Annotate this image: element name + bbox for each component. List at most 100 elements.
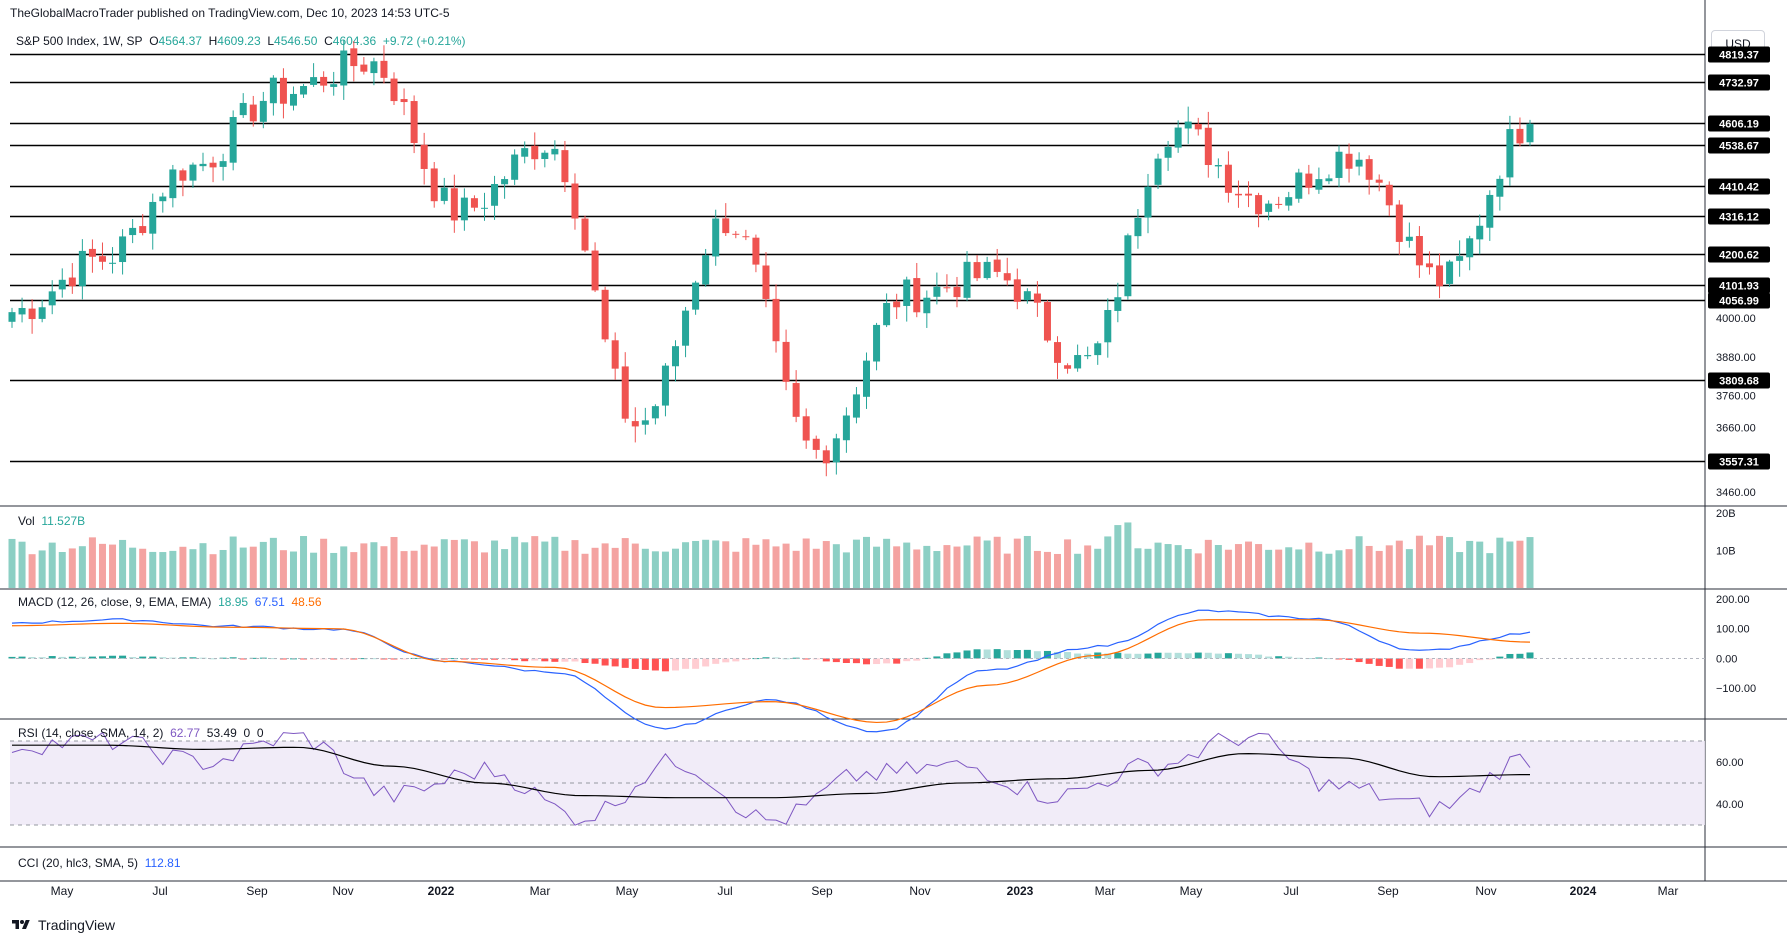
volume-bar bbox=[1043, 551, 1051, 588]
macd-hist-bar bbox=[1023, 649, 1031, 659]
volume-bar bbox=[1013, 538, 1021, 588]
candle-body bbox=[873, 324, 881, 362]
volume-bar bbox=[1516, 540, 1524, 588]
candle-body bbox=[420, 144, 428, 169]
volume-bar bbox=[78, 546, 86, 588]
candle-body bbox=[229, 117, 237, 163]
volume-bar bbox=[400, 551, 408, 588]
candle-body bbox=[440, 187, 448, 201]
macd-hist-bar bbox=[561, 658, 569, 662]
price-tick-label: 3660.00 bbox=[1716, 423, 1756, 435]
candle-body bbox=[1094, 343, 1102, 356]
candle-body bbox=[692, 282, 700, 310]
macd-hist-bar bbox=[671, 658, 679, 671]
macd-hist-bar bbox=[279, 658, 287, 660]
macd-hist-bar bbox=[1013, 650, 1021, 659]
high-label: H bbox=[208, 34, 218, 48]
macd-hist-bar bbox=[772, 657, 780, 659]
macd-hist-bar bbox=[229, 657, 237, 659]
volume-bar bbox=[883, 538, 891, 588]
candle-body bbox=[279, 77, 287, 104]
volume-bar bbox=[943, 545, 951, 588]
candle-body bbox=[1506, 129, 1514, 178]
volume-bar bbox=[631, 543, 639, 588]
volume-bar bbox=[682, 542, 690, 588]
volume-bar bbox=[772, 546, 780, 588]
volume-bar bbox=[732, 551, 740, 588]
macd-hist-bar bbox=[1476, 658, 1484, 661]
macd-hist-bar bbox=[330, 658, 338, 660]
macd-hist-bar bbox=[1496, 656, 1504, 659]
volume-bar bbox=[1325, 553, 1333, 588]
candle-body bbox=[551, 148, 559, 155]
macd-hist-bar bbox=[1325, 658, 1333, 660]
macd-hist-bar bbox=[1074, 653, 1082, 659]
volume-bar bbox=[1174, 545, 1182, 588]
macd-hist-bar bbox=[139, 656, 147, 659]
macd-legend: MACD (12, 26, close, 9, EMA, EMA) 18.95 … bbox=[18, 595, 322, 609]
candle-body bbox=[1285, 197, 1293, 206]
volume-bar bbox=[1054, 553, 1062, 588]
volume-bar bbox=[239, 547, 247, 588]
candle-body bbox=[883, 302, 891, 326]
candle-body bbox=[88, 248, 96, 257]
macd-line bbox=[11, 609, 1531, 733]
candle-body bbox=[330, 84, 338, 87]
volume-bar bbox=[1033, 550, 1041, 588]
candle-body bbox=[1355, 159, 1363, 167]
volume-bar bbox=[752, 544, 760, 588]
time-axis-label: 2024 bbox=[1570, 884, 1597, 898]
candle-body bbox=[1114, 297, 1122, 311]
panel-frames bbox=[0, 0, 1787, 882]
candle-body bbox=[832, 438, 840, 463]
macd-hist-bar bbox=[1124, 653, 1132, 659]
level-label-box bbox=[1708, 115, 1770, 132]
time-axis-label: Mar bbox=[1658, 884, 1679, 898]
open-value: 4564.37 bbox=[158, 34, 202, 48]
volume-bar bbox=[1335, 550, 1343, 588]
macd-label: MACD (12, 26, close, 9, EMA, EMA) bbox=[18, 595, 212, 609]
volume-bar bbox=[199, 543, 207, 588]
candle-body bbox=[68, 277, 76, 287]
candle-body bbox=[742, 236, 750, 238]
volume-bar bbox=[1285, 547, 1293, 588]
level-label: 4410.42 bbox=[1719, 182, 1759, 194]
candle-body bbox=[58, 279, 66, 290]
candle-body bbox=[702, 255, 710, 285]
rsi-axis: 60.00 40.00 bbox=[1716, 757, 1744, 811]
volume-bar bbox=[480, 552, 488, 588]
level-label-box bbox=[1708, 277, 1770, 294]
macd-signal-value: 67.51 bbox=[254, 595, 285, 609]
macd-hist-bar bbox=[541, 658, 549, 662]
volume-bar bbox=[1345, 549, 1353, 588]
volume-bar bbox=[259, 541, 267, 588]
candle-body bbox=[310, 77, 318, 85]
volume-bar bbox=[1355, 536, 1363, 588]
macd-hist-bar bbox=[601, 658, 609, 666]
macd-hist-bar bbox=[953, 652, 961, 659]
change-value: +9.72 (+0.21%) bbox=[382, 34, 466, 48]
volume-bar bbox=[1365, 545, 1373, 588]
tradingview-brand[interactable]: TradingView bbox=[10, 917, 115, 933]
horizontal-levels bbox=[10, 53, 1705, 463]
volume-bar bbox=[661, 551, 669, 588]
candle-body bbox=[1174, 127, 1182, 148]
volume-tick-label: 20B bbox=[1716, 508, 1736, 520]
candle-body bbox=[1395, 204, 1403, 242]
volume-bar bbox=[350, 552, 358, 588]
macd-hist-bar bbox=[692, 658, 700, 669]
level-label-box bbox=[1708, 372, 1770, 389]
symbol-name[interactable]: S&P 500 Index, 1W, SP bbox=[16, 34, 143, 48]
macd-hist-bar bbox=[1054, 651, 1062, 659]
level-label: 4819.37 bbox=[1719, 50, 1759, 62]
macd-hist-bar bbox=[8, 656, 16, 659]
volume-bar bbox=[541, 541, 549, 588]
macd-hist-bar bbox=[28, 657, 36, 659]
macd-hist-bar bbox=[1466, 658, 1474, 664]
candle-body bbox=[1365, 159, 1373, 180]
candle-body bbox=[1023, 291, 1031, 301]
candle-body bbox=[1255, 195, 1263, 215]
candle-body bbox=[1335, 151, 1343, 178]
brand-name: TradingView bbox=[38, 917, 116, 933]
